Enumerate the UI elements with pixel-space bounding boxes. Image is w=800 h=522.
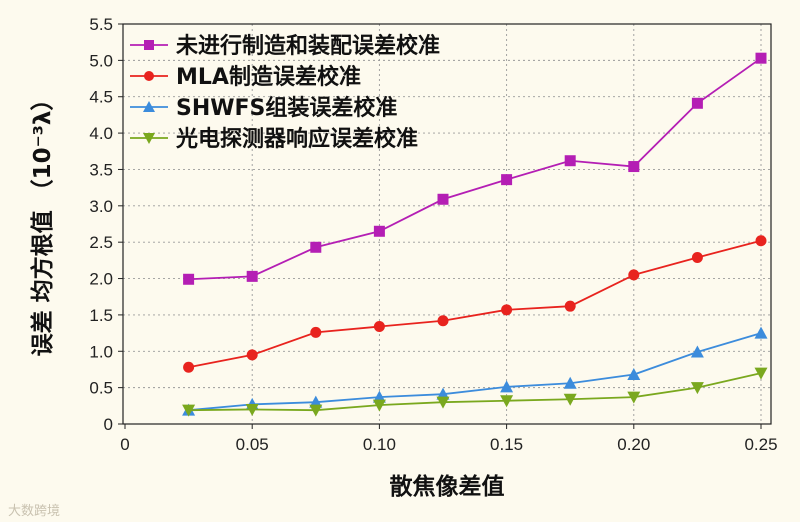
- series-line: [188, 239, 762, 369]
- y-tick-label: 0.5: [89, 379, 113, 398]
- x-tick-label: 0.15: [490, 435, 523, 454]
- data-point: [564, 155, 576, 167]
- data-point: [627, 391, 641, 404]
- x-tick-label: 0.25: [744, 435, 777, 454]
- data-point: [372, 399, 386, 412]
- legend-label: SHWFS组装误差校准: [176, 95, 397, 121]
- data-point: [144, 71, 154, 81]
- data-point: [437, 193, 449, 205]
- data-point: [182, 404, 196, 417]
- x-tick-label: 0.20: [617, 435, 650, 454]
- grid-lines: [123, 24, 771, 424]
- data-point: [501, 304, 513, 316]
- series-group: [182, 52, 768, 417]
- data-point: [143, 101, 155, 112]
- data-point: [500, 395, 514, 408]
- data-point: [500, 380, 514, 393]
- data-point: [754, 326, 768, 339]
- axis-ticks: 0 0.5 1.0 1.5 2.0 2.5 3.0 3.5 4.0 4.5 5.0 5.5 0 0.05 0…: [89, 15, 777, 454]
- legend: 未进行制造和装配误差校准 MLA制造误差校准 SHWFS组装误差校准光电探测器响应误…: [130, 33, 440, 152]
- legend-item: SHWFS组装误差校准: [130, 95, 397, 121]
- y-tick-label: 4.5: [89, 88, 113, 107]
- legend-label: MLA制造误差校准: [176, 64, 361, 90]
- data-point: [246, 270, 258, 282]
- x-tick-label: 0.05: [236, 435, 269, 454]
- data-point: [143, 133, 155, 144]
- data-point: [691, 251, 703, 263]
- y-tick-label: 2.0: [89, 270, 113, 289]
- x-axis-title: 散焦像差值: [390, 473, 505, 500]
- legend-item: 光电探测器响应误差校准: [130, 126, 418, 152]
- series-line: [188, 372, 762, 412]
- data-point: [309, 404, 323, 417]
- y-tick-label: 2.5: [89, 233, 113, 252]
- data-point: [563, 376, 577, 389]
- data-point: [183, 361, 195, 373]
- data-point: [437, 315, 449, 327]
- data-point: [691, 97, 703, 109]
- legend-item: MLA制造误差校准: [130, 64, 361, 90]
- y-tick-label: 3.0: [89, 197, 113, 216]
- data-point: [690, 345, 704, 358]
- data-point: [310, 241, 322, 253]
- data-point: [373, 321, 385, 333]
- plot-frame: [122, 23, 772, 425]
- data-point: [310, 326, 322, 338]
- data-point: [183, 273, 195, 285]
- y-tick-label: 5.0: [89, 51, 113, 70]
- series-circle: [183, 235, 767, 373]
- series-line: [188, 57, 762, 281]
- y-tick-label: 5.5: [89, 15, 113, 34]
- data-point: [501, 174, 513, 186]
- data-point: [628, 161, 640, 173]
- data-point: [436, 396, 450, 409]
- x-tick-label: 0: [120, 435, 129, 454]
- series-triangle-down: [182, 367, 768, 417]
- data-point: [246, 349, 258, 361]
- data-point: [690, 382, 704, 395]
- data-point: [564, 300, 576, 312]
- data-point: [245, 403, 259, 416]
- y-tick-label: 1.0: [89, 342, 113, 361]
- series-line: [188, 332, 762, 412]
- series-square: [183, 52, 767, 285]
- data-point: [373, 225, 385, 237]
- y-tick-label: 0: [104, 415, 113, 434]
- legend-label: 未进行制造和装配误差校准: [176, 33, 440, 59]
- y-tick-label: 3.5: [89, 160, 113, 179]
- data-point: [628, 269, 640, 281]
- y-axis-title: 误差 均方根值 （10⁻³λ）: [29, 88, 56, 357]
- data-point: [755, 235, 767, 247]
- y-tick-label: 4.0: [89, 124, 113, 143]
- y-tick-label: 1.5: [89, 306, 113, 325]
- data-point: [627, 368, 641, 381]
- watermark: 大数跨境: [8, 504, 61, 519]
- data-point: [754, 367, 768, 380]
- data-point: [755, 52, 767, 64]
- data-point: [144, 40, 154, 50]
- legend-item: 未进行制造和装配误差校准: [130, 33, 440, 59]
- data-point: [563, 393, 577, 406]
- x-tick-label: 0.10: [363, 435, 396, 454]
- legend-label: 光电探测器响应误差校准: [175, 126, 418, 152]
